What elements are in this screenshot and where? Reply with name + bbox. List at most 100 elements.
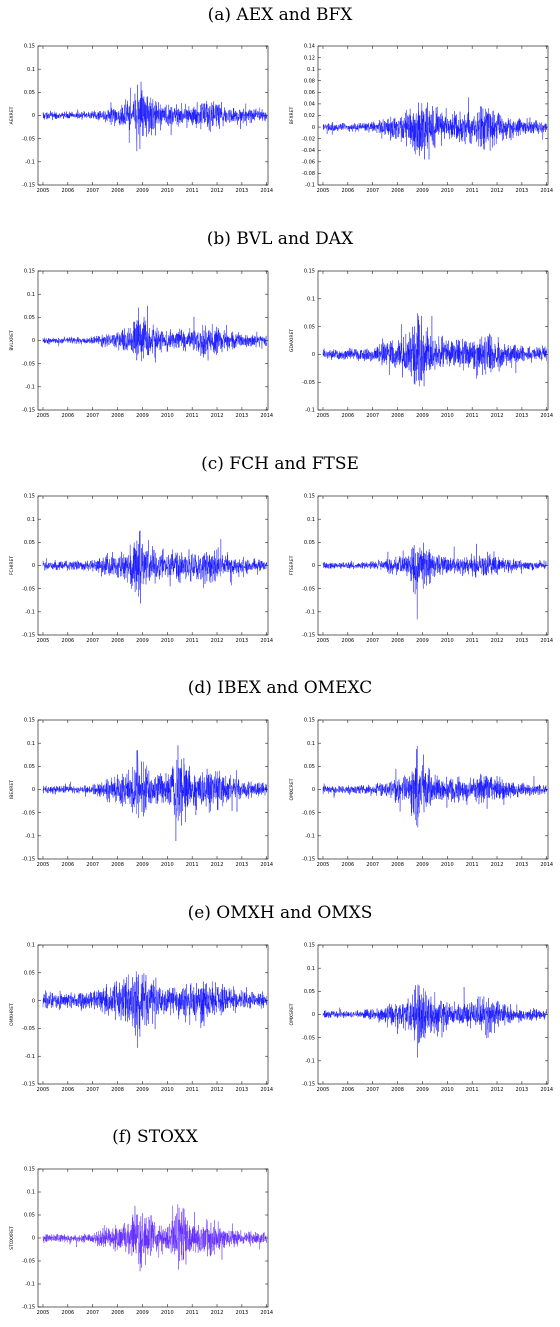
y-tick: 0.05: [304, 540, 548, 546]
x-tick-label: 2011: [466, 638, 479, 644]
x-tick-label: 2006: [341, 1087, 354, 1093]
x-tick-label: 2007: [366, 638, 379, 644]
y-tick: 0.05: [24, 971, 268, 977]
x-tick-label: 2007: [86, 638, 99, 644]
x-tick-label: 2007: [86, 862, 99, 868]
x-tick-label: 2012: [211, 1087, 224, 1093]
x-tick-label: 2005: [37, 862, 50, 868]
y-tick: 0.05: [24, 1213, 268, 1219]
y-tick: 0.15: [304, 269, 548, 275]
y-tick: -0.05: [22, 810, 268, 816]
x-tick-label: 2013: [516, 413, 529, 419]
y-tick-label: 0.05: [304, 989, 315, 995]
x-tick: 2010: [161, 1169, 174, 1316]
chart-dax: -0.1 -0.05 0 0.05 0.1 0.15 2005 2006 2007 2008 200…: [280, 265, 560, 430]
x-tick: 2009: [416, 720, 429, 868]
y-tick-label: -0.15: [22, 408, 35, 414]
x-tick: 2007: [366, 496, 379, 644]
y-tick-label: -0.05: [22, 136, 35, 142]
x-tick: 2014: [260, 496, 273, 644]
x-tick: 2005: [317, 945, 329, 1093]
y-tick-label: 0.1: [307, 297, 315, 303]
x-tick-label: 2014: [540, 1087, 553, 1093]
x-tick: 2006: [61, 271, 74, 419]
x-tick: 2007: [86, 46, 99, 194]
y-tick-label: -0.05: [22, 1026, 35, 1032]
x-tick: 2013: [236, 271, 249, 419]
y-tick-label: 0.14: [304, 44, 315, 50]
y-tick-label: -0.05: [302, 586, 315, 592]
x-tick-label: 2011: [186, 1087, 199, 1093]
x-tick: 2011: [186, 46, 199, 194]
x-tick: 2009: [416, 271, 429, 419]
y-tick-label: -0.1: [25, 1054, 35, 1060]
chart-fch: -0.15 -0.1 -0.05 0 0.05 0.1 0.15 2005 2006 2007 20…: [0, 490, 280, 655]
x-tick-label: 2012: [211, 638, 224, 644]
y-tick-label: 0.15: [304, 269, 315, 275]
y-tick-label: -0.08: [302, 171, 315, 177]
x-tick: 2012: [211, 46, 223, 194]
x-tick-label: 2011: [186, 188, 199, 194]
x-tick: 2014: [260, 1169, 273, 1316]
x-tick-label: 2007: [86, 188, 99, 194]
caption-b: (b) BVL and DAX: [206, 229, 354, 249]
x-tick-label: 2005: [37, 413, 50, 419]
series-line: [322, 984, 547, 1058]
x-tick: 2012: [211, 271, 223, 419]
y-tick-label: 0.1: [307, 966, 315, 972]
y-tick-label: -0.02: [302, 136, 315, 142]
x-tick: 2010: [161, 46, 174, 194]
x-tick: 2008: [111, 46, 124, 194]
chart-svg: -0.15 -0.1 -0.05 0 0.05 0.1 0.15 2005 2006 2007 20…: [9, 494, 273, 644]
x-tick-label: 2012: [491, 413, 504, 419]
y-tick: 0: [312, 563, 548, 569]
y-tick: 0.05: [24, 764, 268, 770]
x-tick-label: 2011: [186, 1310, 199, 1316]
x-tick-label: 2013: [236, 1310, 249, 1316]
y-tick-label: 0: [312, 1012, 315, 1018]
x-tick: 2011: [186, 496, 199, 644]
series-line: [42, 1204, 267, 1272]
x-tick-label: 2008: [391, 862, 404, 868]
y-tick: 0.12: [304, 55, 548, 61]
x-tick: 2012: [211, 720, 223, 868]
y-tick-label: 0: [32, 998, 35, 1004]
y-tick: 0.1: [27, 1190, 268, 1196]
y-tick: -0.06: [302, 160, 548, 166]
x-tick-label: 2013: [236, 188, 249, 194]
x-tick-label: 2008: [111, 638, 124, 644]
x-tick-label: 2006: [61, 188, 74, 194]
y-tick-label: 0.05: [24, 90, 35, 96]
x-tick: 2013: [236, 46, 249, 194]
y-tick: 0.06: [304, 90, 548, 96]
x-tick: 2005: [37, 945, 49, 1093]
y-tick: -0.1: [25, 834, 268, 840]
x-tick-label: 2008: [391, 413, 404, 419]
x-tick-label: 2013: [236, 413, 249, 419]
series-line: [42, 530, 267, 604]
x-tick: 2012: [491, 945, 503, 1093]
x-tick-label: 2005: [37, 1310, 50, 1316]
series-line: [42, 305, 267, 363]
x-tick-label: 2006: [61, 1087, 74, 1093]
caption-e: (e) OMXH and OMXS: [187, 903, 373, 923]
x-tick-label: 2009: [136, 188, 149, 194]
y-tick: -0.15: [302, 633, 548, 639]
y-axis-label: FTSERET: [289, 555, 295, 575]
x-tick: 2010: [161, 720, 174, 868]
y-tick: 0.05: [24, 90, 268, 96]
x-tick: 2006: [61, 720, 74, 868]
y-tick-label: 0.05: [24, 764, 35, 770]
x-tick: 2008: [391, 945, 404, 1093]
y-tick: -0.1: [25, 610, 268, 616]
x-tick: 2012: [491, 496, 503, 644]
y-tick-label: -0.1: [305, 408, 315, 414]
y-tick-label: 0: [32, 1236, 35, 1242]
y-axis-label: FCHIRET: [9, 556, 15, 575]
x-tick: 2010: [441, 720, 454, 868]
plot-frame: [37, 944, 269, 1085]
x-tick: 2009: [416, 945, 429, 1093]
y-tick-label: 0.1: [27, 67, 35, 73]
y-tick: -0.05: [22, 1026, 268, 1032]
x-tick-label: 2010: [161, 188, 174, 194]
